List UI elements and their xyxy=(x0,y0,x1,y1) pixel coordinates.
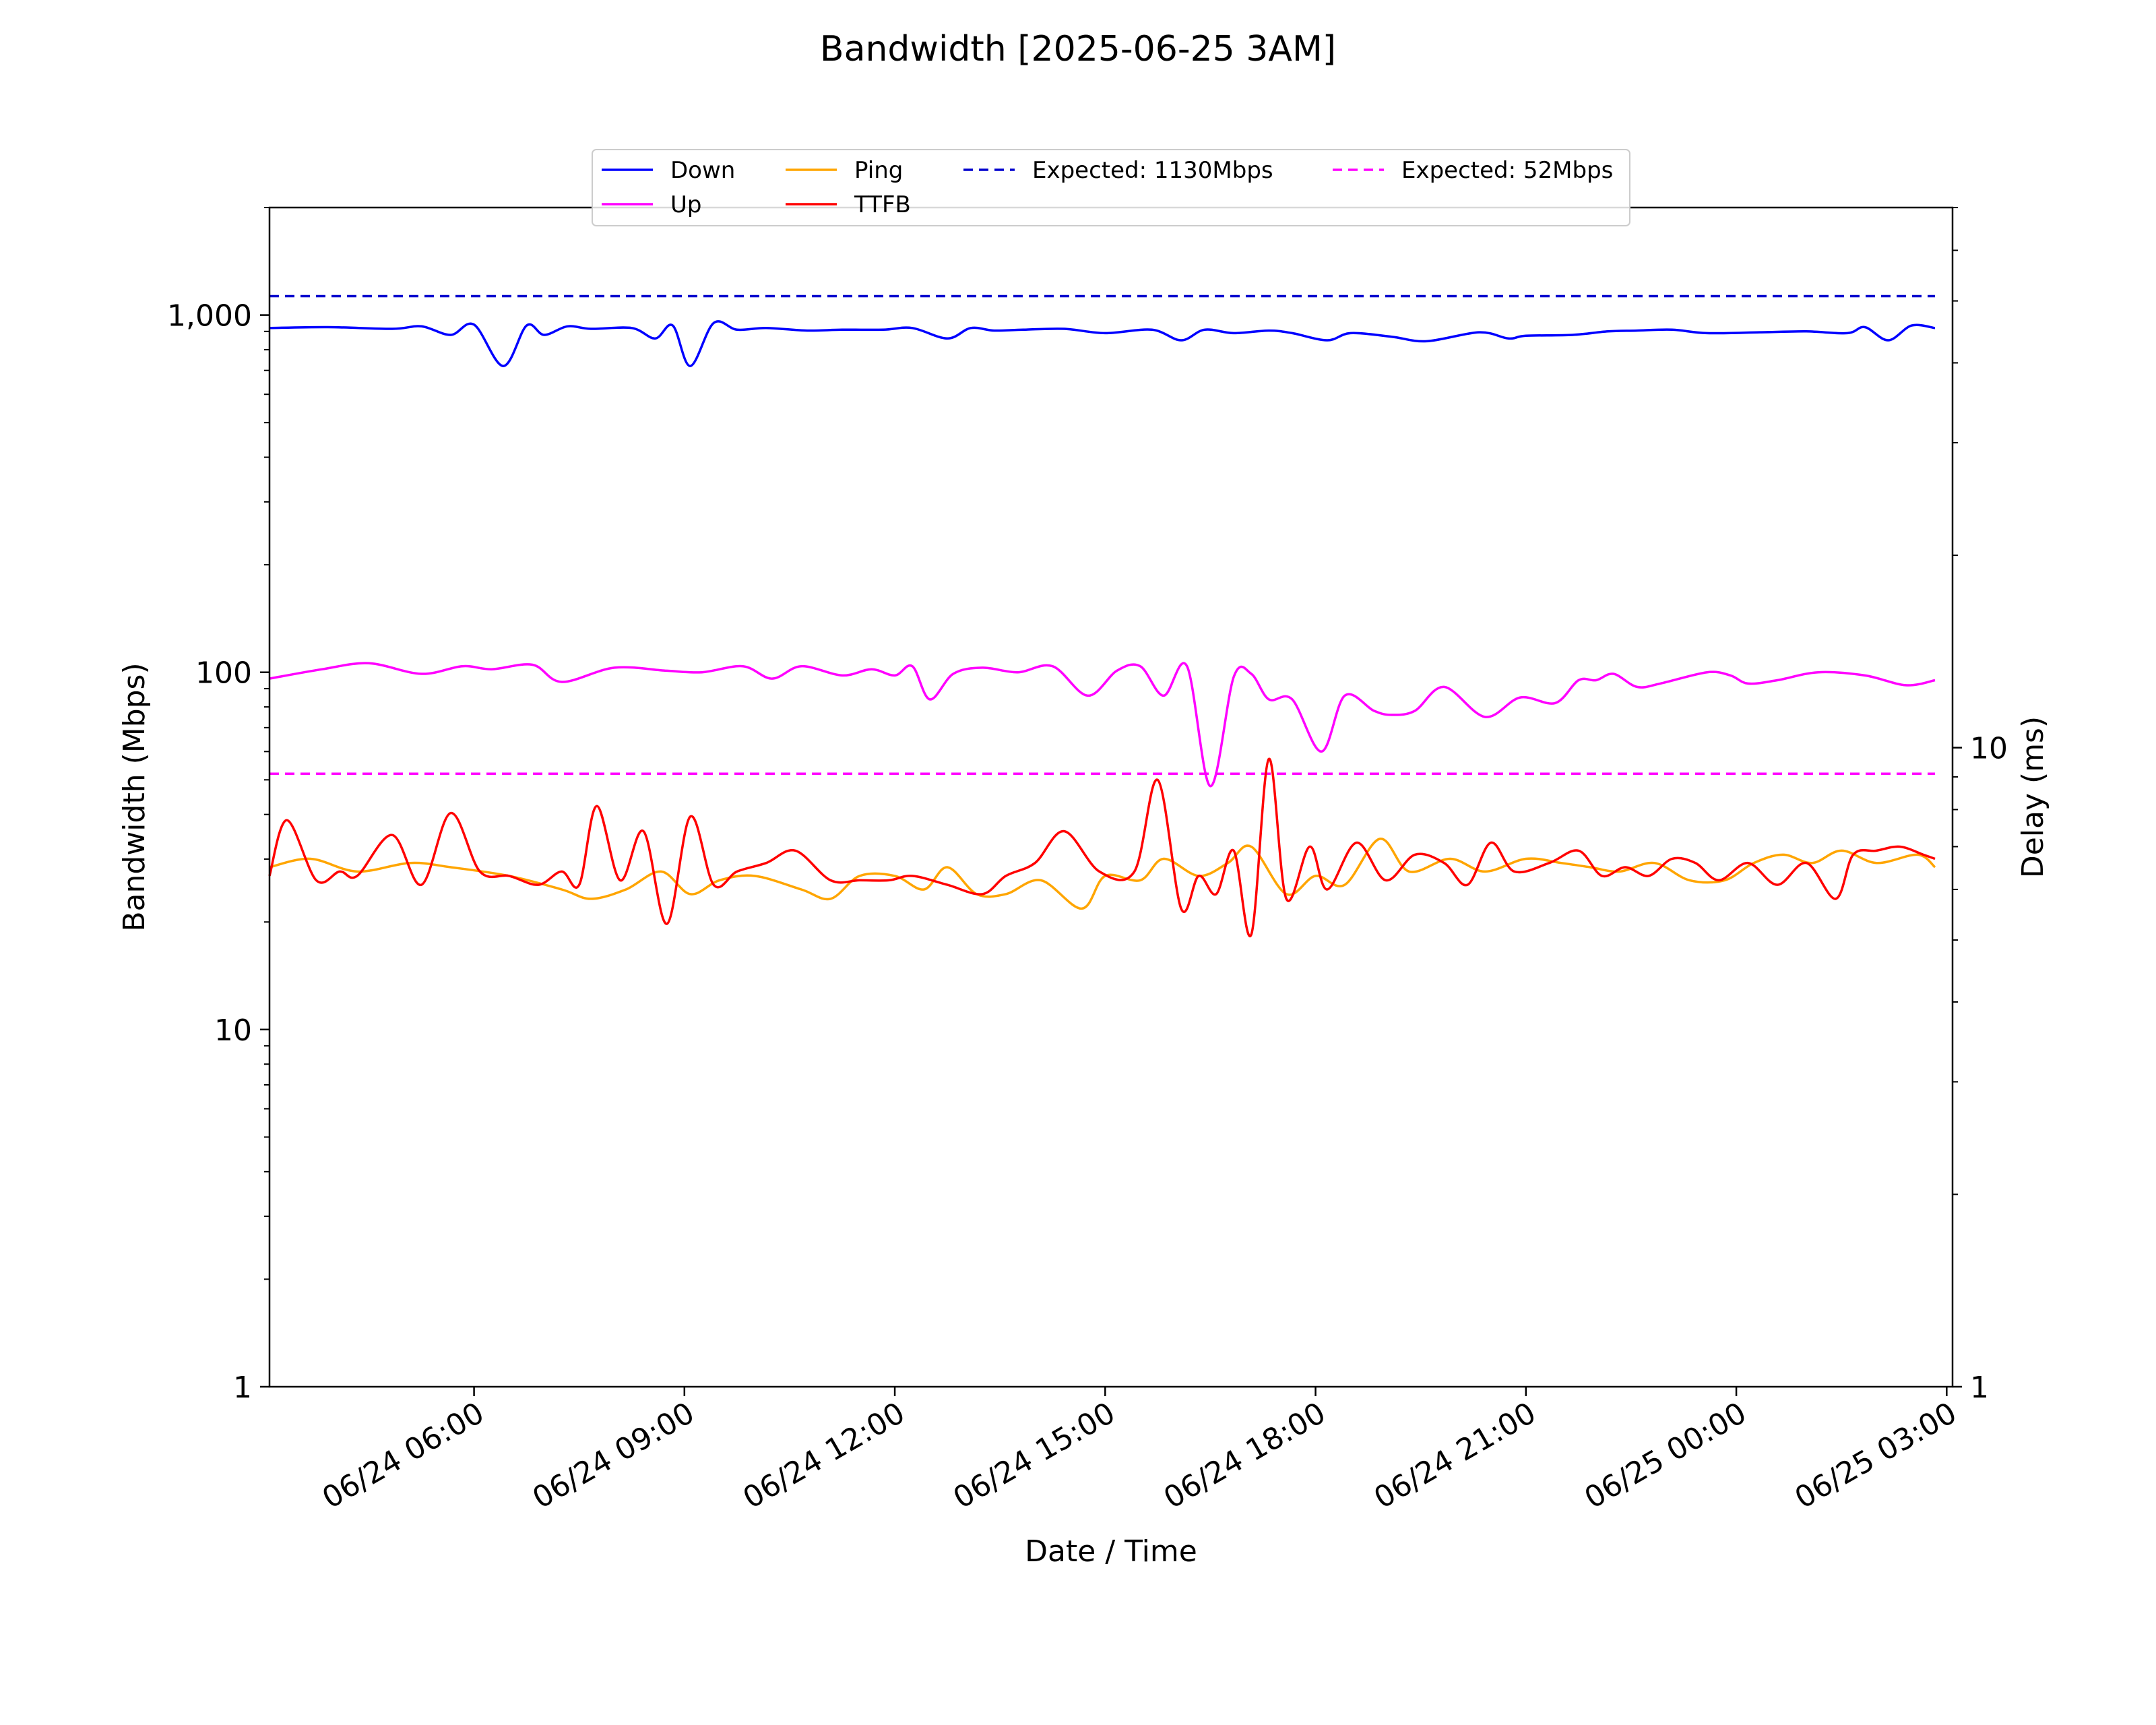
chart-title: Bandwidth [2025-06-25 3AM] xyxy=(820,29,1336,69)
series-line-down xyxy=(269,320,1936,367)
x-axis-label: Date / Time xyxy=(1025,1534,1197,1569)
legend-label-down: Down xyxy=(670,157,735,184)
y2-tick-label: 1 xyxy=(1970,1371,1989,1405)
legend-label-up: Up xyxy=(670,191,701,218)
legend-label-ttfb: TTFB xyxy=(854,191,911,218)
legend: Down Up Ping TTFB Expected: 1130Mbps Expected… xyxy=(592,149,1630,226)
y2-axis-label: Delay (ms) xyxy=(2016,716,2050,878)
series-line-up xyxy=(269,662,1936,788)
y-tick-label: 10 xyxy=(214,1013,252,1048)
legend-label-expected-52mbps: Expected: 52Mbps xyxy=(1401,157,1613,184)
y-axis-label: Bandwidth (Mbps) xyxy=(117,662,152,931)
series-line-ttfb xyxy=(268,757,1936,938)
y2-tick-label: 10 xyxy=(1970,732,2008,766)
y-tick-label: 1,000 xyxy=(167,299,252,334)
y-tick-label: 100 xyxy=(195,656,252,691)
y-tick-label: 1 xyxy=(233,1371,252,1405)
legend-label-ping: Ping xyxy=(854,157,903,184)
legend-label-expected-1130mbps: Expected: 1130Mbps xyxy=(1032,157,1273,184)
plot-area xyxy=(268,294,1936,938)
series-line-ping xyxy=(269,838,1936,910)
